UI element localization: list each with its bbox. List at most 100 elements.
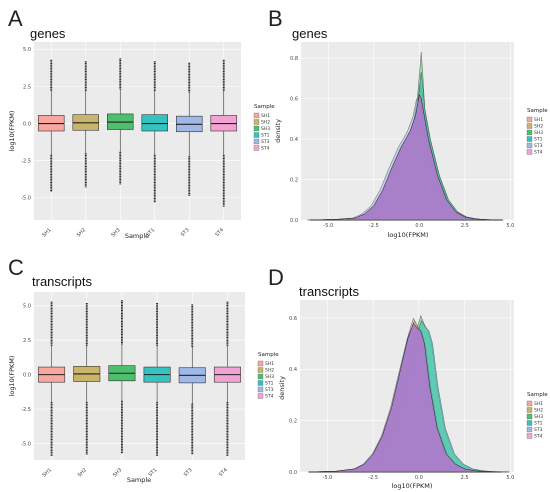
x-tick-label: 0.0 (415, 475, 423, 481)
x-tick-label-sh2: SH2 (76, 227, 87, 238)
legend-key-st4 (526, 433, 533, 439)
legend-key-sh3 (526, 129, 533, 136)
legend-label-sh3: SH3 (534, 414, 543, 420)
x-tick-label: -5.0 (323, 223, 333, 229)
y-tick-label: 0.0 (23, 372, 31, 378)
legend-key-sh1 (526, 116, 533, 123)
panel-b-xlabel: log10(FPKM) (388, 231, 429, 239)
x-tick-label-sh1: SH1 (42, 467, 53, 478)
y-tick-label: 0.4 (289, 367, 297, 373)
x-tick-label-sh3: SH3 (112, 467, 123, 478)
x-tick-label: 2.5 (461, 223, 469, 229)
y-tick-label: 0.0 (23, 121, 31, 127)
panel-a-title: genes (30, 26, 66, 41)
y-tick-label: 0.4 (290, 137, 298, 143)
legend-key-sh1 (253, 112, 260, 119)
legend-key-st4 (526, 149, 533, 155)
x-tick-label: -5.0 (323, 475, 333, 481)
legend-label-sh2: SH2 (265, 368, 274, 374)
panel-d: D transcripts -5.0 -2.5 0.0 2.5 5.0 0.0 0.2 0.4… (268, 265, 548, 490)
legend-key-sh2 (526, 123, 533, 129)
y-tick-label: 2.5 (23, 84, 31, 90)
legend-label-sh2: SH2 (534, 408, 543, 414)
panel-d-label: D (268, 265, 284, 290)
legend-key-st3 (526, 426, 533, 433)
panel-d-title: transcripts (299, 284, 359, 299)
y-tick-label: 5.0 (23, 47, 31, 53)
legend-key-st3 (526, 142, 533, 149)
legend-key-sh2 (253, 119, 260, 125)
panel-b: B genes -5.0 -2.5 0.0 2.5 5.0 0.0 0.2 0.4 0.6 0.8… (268, 6, 548, 239)
panel-b-label: B (268, 6, 283, 31)
panel-c-label: C (8, 255, 24, 280)
y-tick-label: 0.2 (289, 418, 297, 424)
y-tick-label: -5.0 (21, 441, 31, 447)
legend-key-st1 (526, 420, 533, 426)
x-tick-label-st1: ST1 (145, 227, 156, 238)
legend-key-st4 (257, 393, 264, 399)
legend-key-sh3 (526, 413, 533, 420)
legend-label-sh3: SH3 (265, 374, 274, 380)
legend-label-sh1: SH1 (265, 361, 274, 367)
panel-c-title: transcripts (32, 274, 92, 289)
legend-label-st4: ST4 (534, 150, 543, 156)
y-tick-label: 0.0 (289, 470, 297, 476)
panel-a-ylabel: log10(FPKM) (8, 111, 16, 152)
legend-key-st1 (253, 132, 260, 138)
legend-label-st1: ST1 (261, 133, 270, 139)
legend-key-st1 (526, 136, 533, 142)
x-tick-label-sh2: SH2 (77, 467, 88, 478)
legend-key-st4 (253, 145, 260, 151)
legend-key-st3 (257, 386, 264, 393)
legend-label-sh3: SH3 (261, 126, 270, 132)
panel-c-plot-area (34, 292, 245, 460)
panel-b-title: genes (292, 26, 328, 41)
panel-c-xlabel: Sample (127, 476, 151, 484)
legend-key-sh1 (257, 360, 264, 367)
y-tick-label: -5.0 (21, 196, 31, 202)
legend-key-sh2 (257, 367, 264, 373)
legend-label-sh2: SH2 (534, 124, 543, 130)
legend-key-sh1 (526, 400, 533, 407)
legend-label-sh1: SH1 (534, 117, 543, 123)
panel-d-legend-title: Sample (527, 392, 548, 398)
legend-key-sh3 (253, 125, 260, 132)
panel-c-plot: 5.0 2.5 0.0 -2.5 -5.0 SH1 SH2 SH3 ST1 ST3 ST4 (21, 292, 245, 479)
x-tick-label: 5.0 (506, 475, 514, 481)
x-tick-label-st3: ST3 (183, 467, 194, 478)
panel-c-ylabel: log10(FPKM) (8, 356, 16, 397)
density-overlap (309, 322, 502, 473)
panel-a-label: A (8, 6, 23, 31)
legend-label-st4: ST4 (534, 434, 543, 440)
legend-label-st4: ST4 (261, 146, 270, 152)
panel-a-plot: 5.0 2.5 0.0 -2.5 -5.0 SH1 SH2 SH3 ST1 ST3 ST4 (21, 42, 241, 239)
x-tick-label-sh1: SH1 (41, 227, 52, 238)
legend-label-st1: ST1 (265, 381, 274, 387)
legend-label-sh1: SH1 (534, 401, 543, 407)
legend-label-sh1: SH1 (261, 113, 270, 119)
panel-c-legend-title: Sample (258, 352, 279, 358)
legend-label-st3: ST3 (265, 387, 274, 393)
x-tick-label-st4: ST4 (218, 467, 229, 478)
panel-d-ylabel: density (278, 376, 286, 400)
legend-label-sh3: SH3 (534, 130, 543, 136)
y-tick-label: 0.2 (290, 177, 298, 183)
y-tick-label: -2.5 (21, 158, 31, 164)
panel-b-legend-title: Sample (527, 108, 548, 114)
panel-d-plot: -5.0 -2.5 0.0 2.5 5.0 0.0 0.2 0.4 0.6 (289, 300, 514, 481)
legend-label-st3: ST3 (261, 139, 270, 145)
x-tick-label-st1: ST1 (148, 467, 159, 478)
box-st1 (141, 114, 168, 132)
y-tick-label: 2.5 (23, 338, 31, 344)
x-tick-label: 2.5 (461, 475, 469, 481)
legend-label-st4: ST4 (265, 394, 274, 400)
panel-a-plot-area (34, 42, 241, 220)
panel-d-xlabel: log10(FPKM) (392, 482, 433, 490)
x-tick-label-sh3: SH3 (110, 227, 121, 238)
legend-label-st1: ST1 (534, 421, 543, 427)
x-tick-label: -2.5 (369, 223, 379, 229)
